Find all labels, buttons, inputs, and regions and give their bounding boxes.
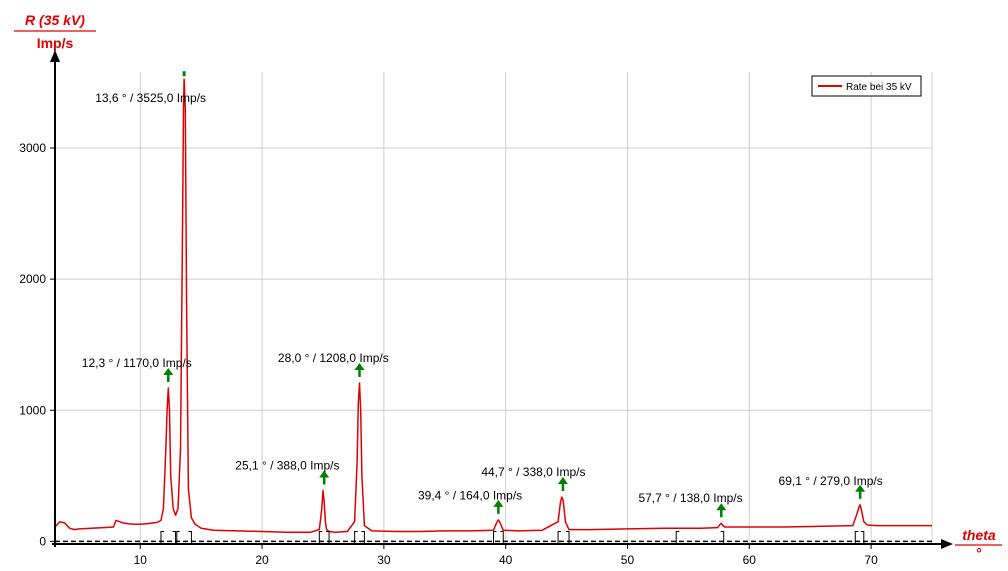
y-axis-title: R (35 kV) — [25, 12, 85, 28]
peak-marker-arrowhead — [493, 499, 504, 507]
integration-bracket — [675, 530, 680, 544]
y-tick-label: 1000 — [19, 403, 46, 417]
peak-annotation-label: 39,4 ° / 164,0 Imp/s — [418, 488, 522, 502]
peak-marker-arrowhead — [855, 484, 866, 492]
x-tick-label: 20 — [255, 553, 269, 567]
y-tick-label: 3000 — [19, 141, 46, 155]
y-tick-label: 0 — [39, 534, 46, 548]
peak-marker-arrowhead — [319, 470, 330, 478]
peak-annotation-label: 13,6 ° / 3525,0 Imp/s — [95, 91, 206, 105]
legend: Rate bei 35 kV — [811, 75, 922, 97]
x-tick-label: 60 — [743, 553, 757, 567]
series-line-rate — [54, 78, 932, 533]
integration-bracket — [354, 530, 358, 544]
x-tick-label: 50 — [621, 553, 635, 567]
grid-layer — [55, 72, 933, 544]
integration-bracket — [188, 530, 192, 544]
x-tick-label: 40 — [499, 553, 513, 567]
series-layer — [54, 78, 932, 533]
x-axis-unit: ° — [976, 545, 982, 561]
peak-annotation-label: 28,0 ° / 1208,0 Imp/s — [278, 351, 389, 365]
integration-bracket — [172, 530, 177, 544]
annotation-layer: 13,6 ° / 3525,0 Imp/s 12,3 ° / 1170,0 Imp… — [82, 71, 883, 518]
x-tick-label: 10 — [134, 553, 148, 567]
integration-bracket — [860, 530, 865, 544]
peak-marker-arrowhead — [163, 367, 174, 375]
x-axis-title: theta — [962, 527, 996, 543]
legend-label: Rate bei 35 kV — [846, 82, 912, 93]
legend-box — [811, 75, 922, 97]
x-tick-label: 70 — [864, 553, 878, 567]
y-tick-label: 2000 — [19, 272, 46, 286]
peak-annotation-label: 69,1 ° / 279,0 Imp/s — [779, 474, 883, 488]
peak-annotation-label: 12,3 ° / 1170,0 Imp/s — [82, 356, 192, 370]
peak-annotation-label: 57,7 ° / 138,0 Imp/s — [638, 491, 742, 505]
axis-layer: R (35 kV) Imp/s theta ° 10 20 30 40 50 60 70 0 1… — [14, 12, 1002, 567]
peak-annotation-label: 25,1 ° / 388,0 Imp/s — [235, 458, 339, 472]
x-tick-label: 30 — [377, 553, 391, 567]
integration-bracket — [500, 530, 504, 544]
y-axis-arrow — [50, 50, 60, 62]
peak-annotation-label: 44,7 ° / 338,0 Imp/s — [481, 465, 585, 479]
x-axis-arrow — [941, 539, 953, 549]
peak-marker-arrowhead — [354, 362, 365, 370]
y-axis-unit: Imp/s — [37, 35, 74, 51]
peak-marker-arrowhead — [716, 503, 727, 511]
peak-marker-arrowhead — [557, 477, 568, 485]
